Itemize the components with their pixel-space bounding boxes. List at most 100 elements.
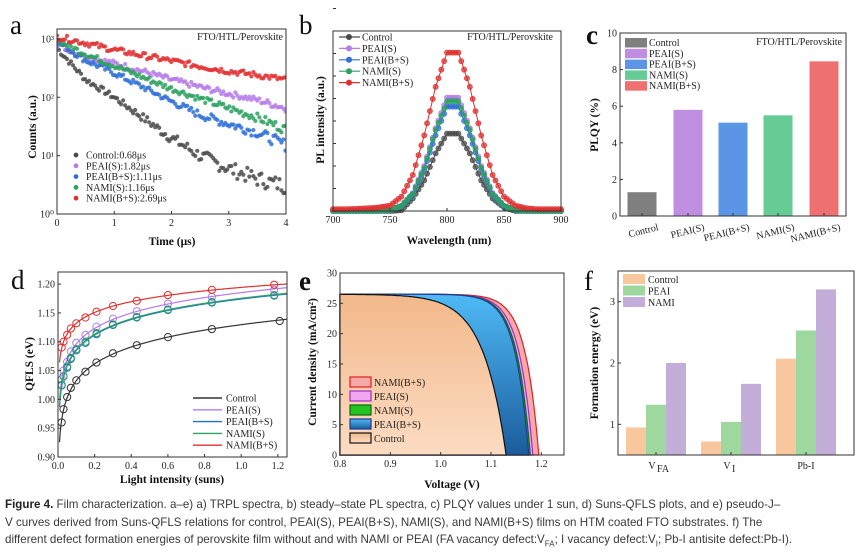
trpl-point [255,111,260,116]
trpl-point [265,130,270,136]
trpl-point [231,122,236,127]
qfls-point [63,392,72,402]
trpl-point [219,66,224,71]
pl-point [461,112,467,119]
pl-point [461,66,467,73]
trpl-point [283,109,286,114]
legend-marker [346,45,352,52]
trpl-point [141,84,146,89]
y-tick-label: 0.95 [38,424,56,435]
trpl-point [137,81,142,87]
trpl-point [215,160,220,165]
qfls-point [270,280,279,289]
legend-label: PEAI(S):1.82μs [86,161,150,172]
legend-label: PEAI [648,287,670,298]
legend-label: PEAI(S) [226,405,260,416]
y-tick-label: 1.00 [38,395,56,406]
pl-point [455,98,462,105]
legend-swatch [349,376,372,388]
sample-annotation: FTO/HTL/Perovskite [467,32,553,43]
qfls-fit-line [58,293,287,408]
pl-point [441,135,448,142]
trpl-point [247,94,252,99]
x-tick-label: 1.0 [235,461,248,472]
trpl-point [271,123,276,128]
x-tick-label: 0 [55,218,60,229]
y-tick-label: 1.20 [38,280,56,291]
pl-line [333,97,561,212]
pl-point [418,171,425,178]
pl-point [418,142,425,149]
trpl-point [127,105,132,110]
pl-point [441,105,448,112]
bar-NAMI [816,289,836,455]
x-tick-label: 0.8 [198,461,211,472]
trpl-point [215,117,220,123]
trpl-point [193,113,198,118]
trpl-point [115,96,120,101]
pl-series-Control [330,130,564,214]
y-tick-label: 10 [607,29,617,40]
pl-line [333,106,561,212]
qfls-point [132,312,141,322]
trpl-point [273,73,278,78]
trpl-point [193,97,198,102]
trpl-point [195,108,200,113]
pl-point [409,190,416,197]
trpl-point [165,74,170,79]
trpl-point [235,93,240,98]
trpl-point [269,142,274,147]
trpl-point [57,33,60,38]
x-axis-title: Voltage (V) [424,479,480,491]
trpl-point [263,114,268,120]
pl-point [469,157,476,164]
pl-point [458,105,465,112]
trpl-point [243,178,248,183]
trpl-point [265,121,270,127]
qfls-fit-line [58,292,287,407]
legend-swatch [625,38,647,48]
trpl-point [265,184,270,190]
x-tick-label: 3 [226,218,231,229]
qfls-point [92,328,101,338]
pl-point [426,145,433,152]
qfls-point [81,313,90,322]
trpl-point [159,81,164,86]
legend-label: NAMI(B+S) [362,78,413,89]
pl-point [481,171,487,178]
legend-label: NAMI(S) [649,70,688,81]
trpl-point [92,83,98,88]
bar-NAMI [741,383,761,455]
caption-line-1: Figure 4. Film characterization. a–e) a)… [5,496,865,514]
trpl-point [241,172,246,177]
trpl-point [221,166,226,171]
figure-caption: Figure 4. Film characterization. a–e) a)… [5,496,865,553]
trpl-point [249,74,254,79]
trpl-point [255,182,260,187]
qfls-point [72,376,81,385]
pl-point [464,75,470,82]
legend-label: PEAI(B+S):1.11μs [86,172,162,183]
trpl-point [207,85,212,90]
legend-label: PEAI(B+S) [649,60,696,71]
trpl-point [102,44,108,49]
trpl-point [94,53,100,59]
qfls-point [270,290,279,300]
trpl-point [133,107,138,113]
qfls-point [92,358,101,367]
pl-series-PEAI(B+S) [330,103,564,214]
qfls-point [163,333,173,342]
y-axis-title: Counts (a.u.) [27,95,39,159]
trpl-point [185,103,190,108]
qfls-point [72,319,81,328]
x-tick-label: 1.1 [485,459,498,470]
trpl-point [145,115,150,120]
qfls-point [163,290,173,300]
trpl-point [277,137,282,142]
legend-marker [346,56,352,63]
qfls-data [58,280,287,443]
pl-point [475,155,482,162]
trpl-point [70,63,76,68]
trpl-point [74,46,80,51]
